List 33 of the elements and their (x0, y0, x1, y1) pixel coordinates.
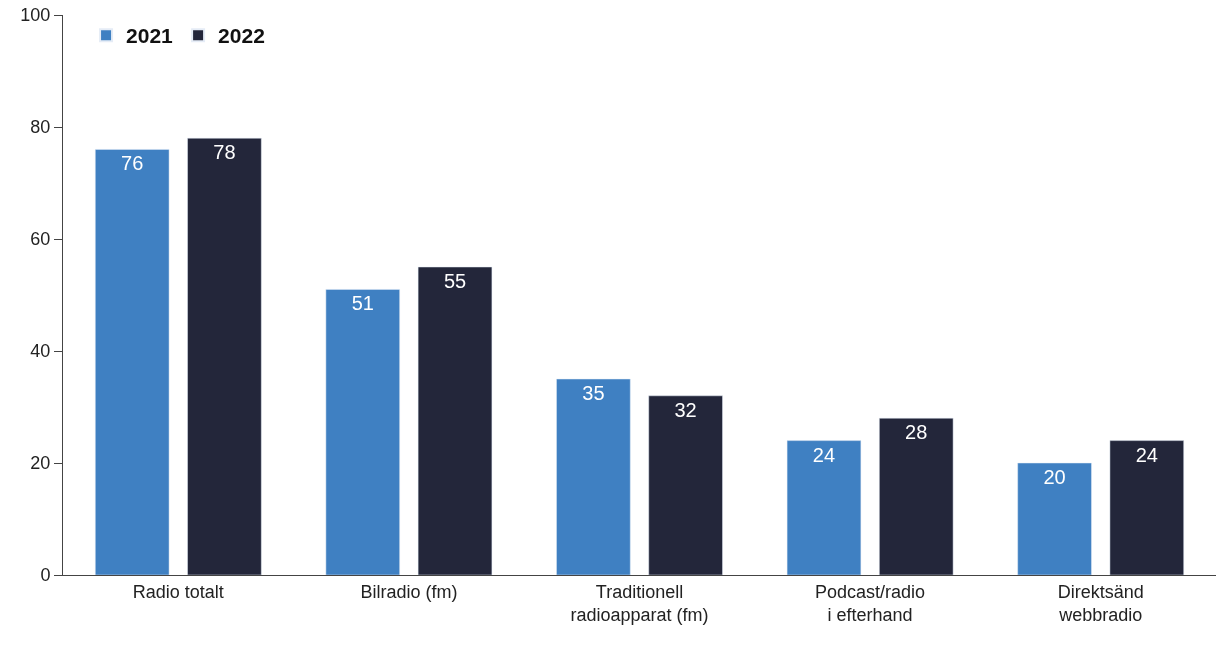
bar (95, 149, 170, 575)
y-tick-label: 40 (30, 341, 51, 362)
x-tick-label: Traditionell radioapparat (fm) (570, 581, 709, 625)
bar (648, 395, 723, 575)
data-label: 24 (1135, 443, 1158, 466)
y-tick-label: 80 (30, 117, 51, 138)
x-tick-label: Radio totalt (132, 581, 224, 602)
bar (417, 266, 493, 575)
y-tick-label: 60 (30, 229, 51, 250)
legend-label: 2021 (126, 24, 174, 48)
data-label: 24 (812, 443, 836, 466)
bar (786, 440, 862, 575)
data-label: 20 (1043, 466, 1066, 488)
y-tick-label: 20 (30, 453, 51, 474)
bar (879, 417, 954, 575)
data-label: 28 (905, 421, 928, 444)
bar (1109, 440, 1184, 575)
bar (556, 378, 631, 575)
y-tick-label: 100 (20, 5, 51, 26)
x-tick-label: Bilradio (fm) (360, 581, 458, 602)
bar (187, 137, 262, 575)
x-tick-label: Direktsänd webbradio (1057, 581, 1144, 625)
x-tick-label: Podcast/radio i efterhand (815, 581, 926, 625)
data-label: 76 (121, 152, 144, 175)
bar (325, 289, 400, 575)
data-label: 78 (213, 141, 236, 164)
data-label: 51 (351, 292, 374, 315)
data-label: 32 (674, 398, 697, 421)
y-tick-label: 0 (40, 565, 51, 586)
data-label: 55 (443, 270, 467, 292)
data-label: 35 (582, 382, 605, 404)
bar (1017, 462, 1092, 575)
legend-label: 2022 (218, 24, 265, 48)
